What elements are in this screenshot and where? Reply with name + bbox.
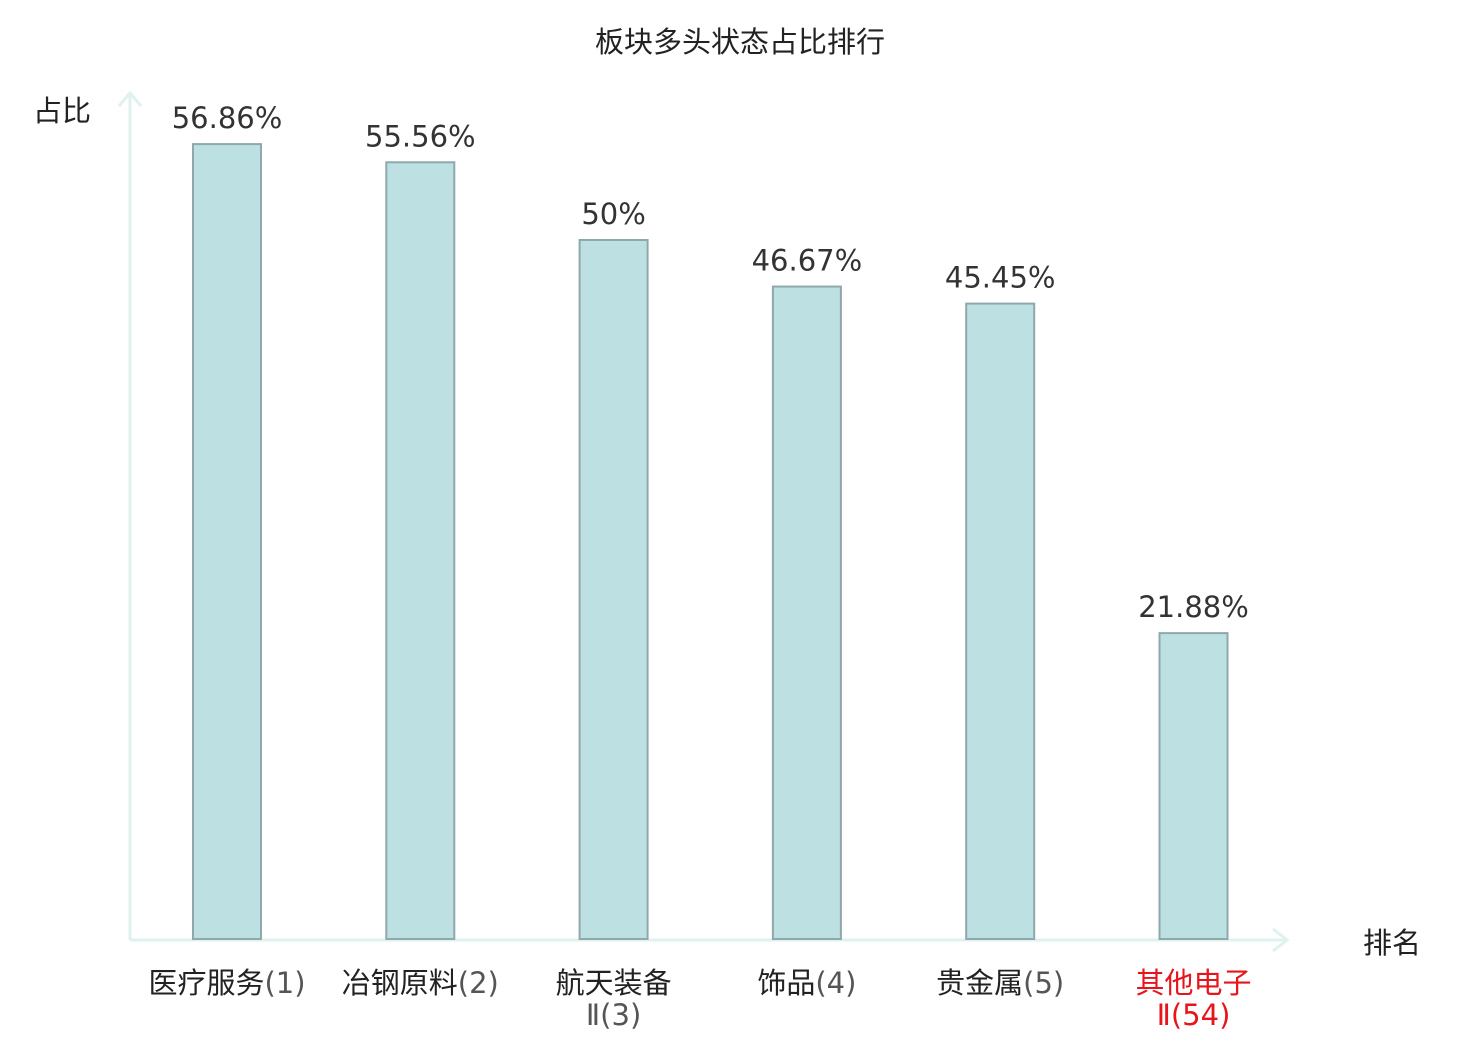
y-axis-label: 占比: [33, 94, 91, 128]
x-axis-label: 排名: [1363, 926, 1421, 960]
bar-6: [1158, 632, 1229, 940]
value-label-5: 45.45%: [945, 261, 1056, 295]
value-label-3: 50%: [581, 197, 645, 231]
value-labels-group: 56.86% 55.56% 50% 46.67% 45.45% 21.88%: [172, 101, 1249, 624]
value-label-2: 55.56%: [365, 119, 476, 153]
value-label-4: 46.67%: [752, 244, 863, 278]
x-tick-labels-group: 医疗服务(1) 冶钢原料(2) 航天装备 Ⅱ(3) 饰品(4) 贵金属(5) 其他电子 Ⅱ(5…: [148, 966, 1251, 1032]
bar-3: [578, 239, 649, 940]
y-axis: [117, 90, 143, 940]
chart-title: 板块多头状态占比排行: [595, 25, 885, 59]
x-tick-label-6: 其他电子 Ⅱ(54): [1135, 966, 1251, 1032]
bar-4: [771, 285, 842, 940]
bar-1: [192, 143, 262, 940]
bar-2: [385, 161, 456, 941]
x-tick-label-2: 冶钢原料(2): [342, 966, 499, 1000]
bar-5: [965, 302, 1036, 940]
x-tick-label-3: 航天装备 Ⅱ(3): [556, 966, 672, 1032]
x-tick-label-1: 医疗服务(1): [148, 966, 305, 1000]
bars-group: [192, 143, 1229, 941]
x-tick-label-5: 贵金属(5): [936, 966, 1064, 1000]
x-tick-label-4: 饰品(4): [757, 966, 856, 1000]
value-label-1: 56.86%: [172, 101, 283, 135]
x-axis: [130, 927, 1290, 953]
value-label-6: 21.88%: [1138, 590, 1249, 624]
